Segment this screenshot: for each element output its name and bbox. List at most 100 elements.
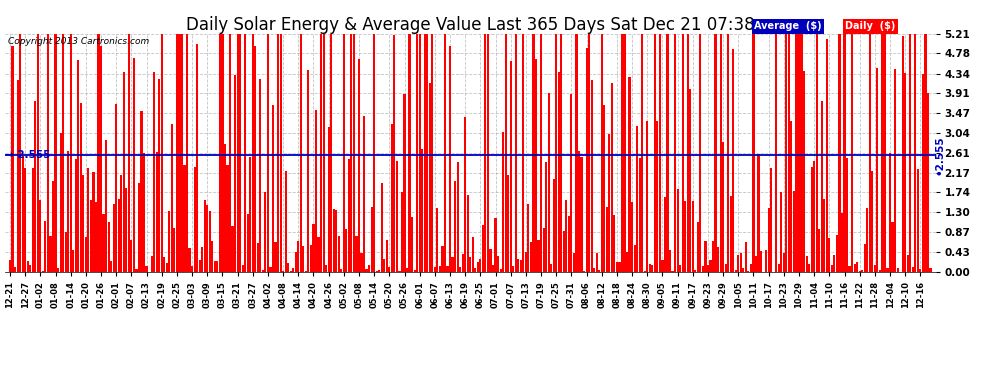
Bar	[343, 34, 345, 272]
Bar	[484, 34, 486, 272]
Bar	[603, 105, 605, 272]
Bar	[126, 188, 128, 272]
Bar	[201, 247, 203, 272]
Bar	[350, 34, 352, 272]
Bar	[355, 236, 357, 272]
Bar	[738, 255, 740, 272]
Bar	[811, 167, 813, 272]
Bar	[722, 142, 725, 272]
Bar	[676, 189, 679, 272]
Bar	[346, 229, 347, 272]
Bar	[608, 135, 611, 272]
Bar	[573, 253, 575, 272]
Bar	[661, 261, 663, 272]
Bar	[310, 245, 312, 272]
Bar	[517, 259, 520, 272]
Bar	[150, 256, 152, 272]
Bar	[720, 34, 722, 272]
Bar	[507, 175, 509, 272]
Bar	[795, 34, 798, 272]
Bar	[358, 58, 360, 272]
Bar	[297, 240, 299, 272]
Bar	[368, 265, 370, 272]
Bar	[69, 34, 71, 272]
Bar	[411, 216, 413, 272]
Bar	[437, 208, 439, 272]
Bar	[409, 34, 411, 272]
Bar	[902, 36, 904, 272]
Bar	[186, 34, 188, 272]
Bar	[631, 202, 634, 272]
Bar	[227, 165, 229, 272]
Bar	[626, 252, 628, 272]
Bar	[664, 197, 666, 272]
Bar	[22, 156, 24, 272]
Bar	[497, 256, 499, 272]
Text: •2.555: •2.555	[935, 135, 944, 175]
Text: → 2.555: → 2.555	[5, 150, 50, 160]
Bar	[396, 161, 398, 272]
Bar	[879, 270, 881, 272]
Bar	[803, 72, 805, 272]
Bar	[606, 207, 608, 272]
Bar	[851, 34, 853, 272]
Bar	[884, 34, 886, 272]
Bar	[90, 200, 92, 272]
Bar	[256, 243, 259, 272]
Bar	[229, 34, 231, 272]
Bar	[687, 34, 689, 272]
Bar	[500, 269, 502, 272]
Bar	[313, 224, 315, 272]
Bar	[295, 252, 297, 272]
Bar	[95, 202, 97, 272]
Bar	[547, 93, 549, 272]
Bar	[136, 269, 138, 272]
Bar	[634, 246, 636, 272]
Bar	[274, 242, 276, 272]
Bar	[479, 259, 481, 272]
Bar	[214, 261, 216, 272]
Bar	[40, 200, 42, 272]
Bar	[858, 270, 860, 272]
Bar	[697, 222, 699, 272]
Bar	[565, 200, 567, 272]
Bar	[712, 241, 714, 272]
Bar	[284, 171, 287, 272]
Bar	[757, 154, 759, 272]
Bar	[12, 46, 14, 272]
Bar	[897, 268, 899, 272]
Bar	[442, 246, 444, 272]
Bar	[788, 34, 790, 272]
Bar	[429, 82, 431, 272]
Bar	[451, 257, 453, 272]
Bar	[279, 34, 282, 272]
Bar	[742, 268, 744, 272]
Bar	[232, 226, 234, 272]
Bar	[381, 183, 383, 272]
Bar	[593, 268, 595, 272]
Bar	[85, 237, 87, 272]
Bar	[51, 181, 54, 272]
Bar	[596, 252, 598, 272]
Bar	[113, 204, 115, 272]
Bar	[82, 176, 84, 272]
Bar	[341, 269, 343, 272]
Bar	[318, 237, 320, 272]
Bar	[27, 261, 29, 272]
Bar	[684, 201, 686, 272]
Bar	[856, 262, 858, 272]
Bar	[614, 215, 616, 272]
Bar	[267, 34, 269, 272]
Bar	[32, 168, 34, 272]
Bar	[176, 34, 178, 272]
Bar	[533, 34, 535, 272]
Bar	[446, 266, 448, 272]
Bar	[671, 271, 673, 272]
Bar	[704, 242, 707, 272]
Bar	[375, 271, 378, 272]
Bar	[320, 34, 322, 272]
Bar	[191, 266, 193, 272]
Bar	[216, 261, 219, 272]
Bar	[740, 253, 742, 272]
Bar	[439, 266, 441, 272]
